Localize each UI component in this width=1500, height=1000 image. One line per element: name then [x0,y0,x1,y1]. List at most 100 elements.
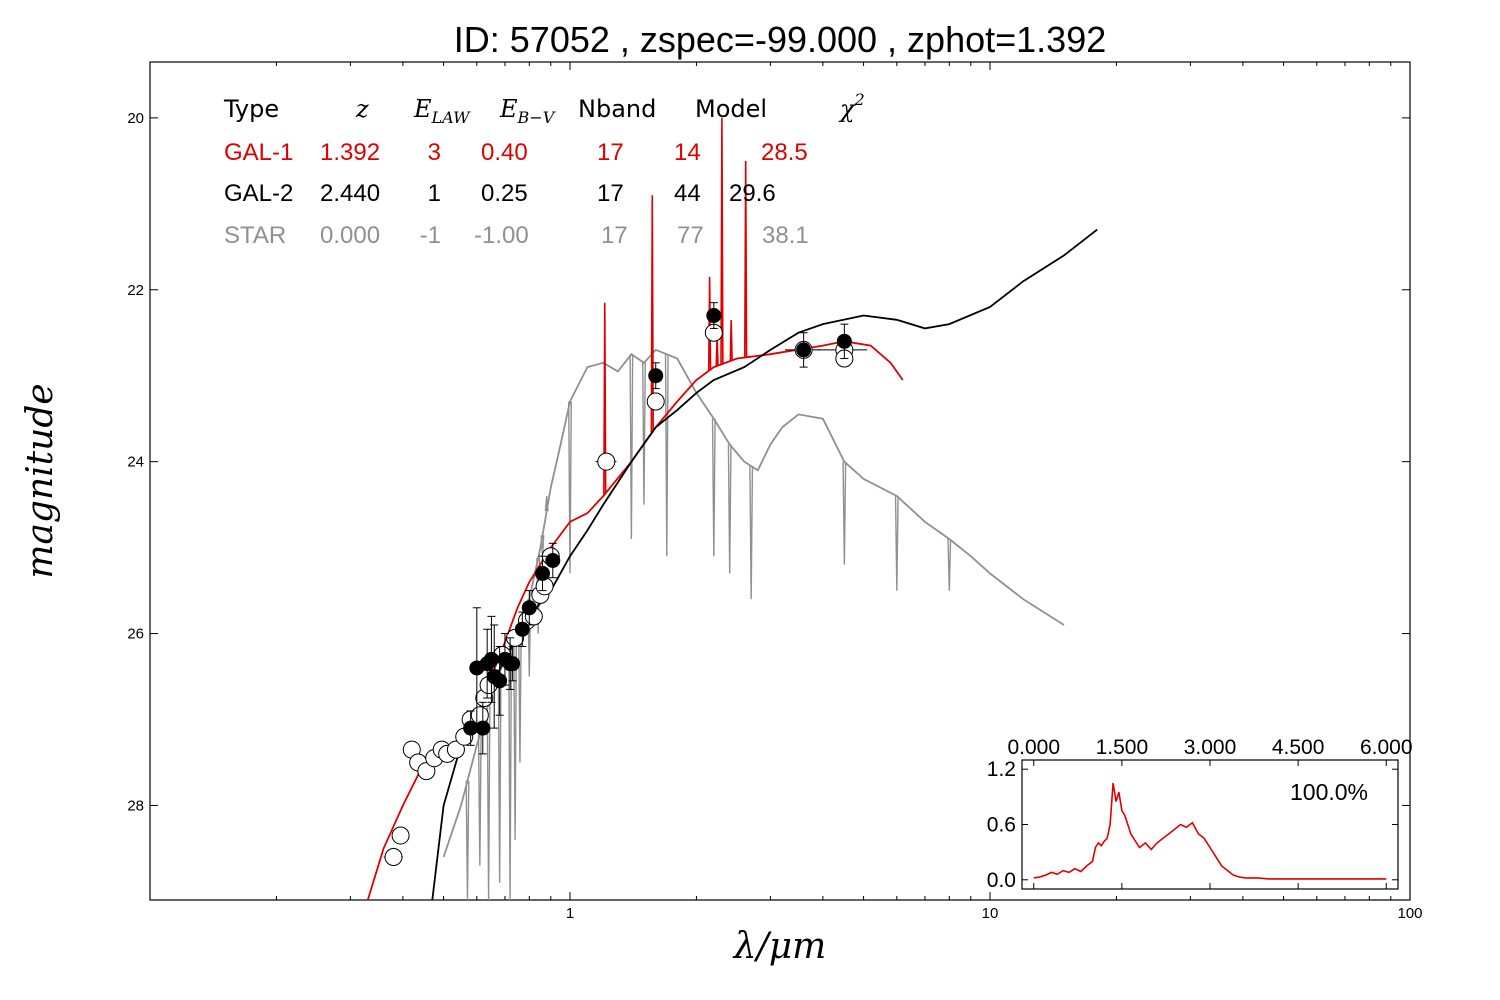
row-chi2: 28.5 [761,139,808,166]
absorption-spike [477,734,482,866]
absorption-spike [947,538,952,591]
x-axis-label: λ/μm [732,926,826,967]
inset-x-tick-label: 3.000 [1184,736,1237,759]
x-tick-label: 100 [1397,905,1422,922]
row-nband: 17 [597,180,624,207]
header-type: Type [223,95,279,123]
x-tick-label: 10 [982,905,999,922]
table-row: STAR 0.000 -1 -1.00 17 77 38.1 [224,222,809,249]
header-elaw: ELAW [413,95,471,127]
observed-flux-point [505,656,521,672]
header-chi2: χ2 [838,90,865,123]
inset-annotation: 100.0% [1290,779,1368,805]
x-tick-label: 1 [566,905,574,922]
absorption-spike [517,626,522,763]
header-ebv: EB−V [499,95,556,127]
row-model: 77 [677,222,704,249]
absorption-spike [497,672,502,883]
absorption-spike [727,444,732,574]
inset-x-tick-label: 4.500 [1272,736,1325,759]
absorption-spike [508,648,513,900]
emission-line-spike [603,302,607,495]
row-chi2: 38.1 [762,222,809,249]
model-flux-point [446,740,465,759]
main-plot-area [366,117,1098,900]
model-flux-point [470,706,489,725]
observed-flux-point [796,342,812,358]
absorption-spike [711,418,716,557]
absorption-spike [641,362,646,505]
emission-line-spike [729,319,733,361]
row-type: GAL-1 [224,139,293,166]
row-model: 14 [674,139,701,166]
series-line-star [442,348,1065,858]
observed-flux-point [475,720,491,736]
header-z: z [355,95,369,123]
y-tick-label: 28 [127,797,144,814]
row-z: 2.440 [320,180,380,207]
model-flux-point [384,848,403,867]
y-axis-label: magnitude [20,383,61,578]
observed-flux-point [706,308,722,324]
absorption-spike [629,354,634,540]
observed-flux-point [836,333,852,349]
row-chi2: 29.6 [729,180,776,207]
row-ebv: -1.00 [474,222,529,249]
photometry-layer [383,302,868,867]
chart-title: ID: 57052 , zspec=-99.000 , zphot=1.392 [454,19,1106,60]
y-tick-label: 24 [127,454,144,471]
inset-y-tick-label: 0.0 [987,869,1016,892]
row-nband: 17 [597,139,624,166]
emission-line-spike [743,160,748,358]
table-row: GAL-1 1.392 3 0.40 17 14 28.5 [224,139,808,166]
observed-flux-point [514,621,530,637]
observed-flux-point [483,651,499,667]
inset-y-tick-label: 1.2 [987,758,1016,781]
absorption-spike [842,461,847,565]
observed-flux-point [648,368,664,384]
inset-x-tick-label: 1.500 [1096,736,1149,759]
observed-flux-point [521,600,537,616]
redshift-pdf-inset: 0.000 1.500 3.000 4.500 6.000 0.0 0.6 1.2 100.0… [987,736,1413,892]
model-flux-point [597,452,616,471]
emission-line-spike [707,276,712,371]
fit-summary-table: Type z ELAW EB−V Nband Model χ2 GAL-1 1.… [223,90,865,249]
model-flux-point [646,392,665,411]
absorption-spike [568,401,572,574]
inset-axes: 0.000 1.500 3.000 4.500 6.000 0.0 0.6 1.2 [987,736,1413,892]
main-axes: 1 10 100 20 22 24 26 28 [127,62,1423,922]
absorption-spike [664,354,669,557]
inset-x-tick-label: 6.000 [1360,736,1413,759]
row-ebv: 0.40 [481,139,528,166]
row-type: GAL-2 [224,180,293,207]
observed-flux-point [492,673,508,689]
row-nband: 17 [601,222,628,249]
inset-series-layer [1033,782,1387,880]
row-z: 1.392 [320,139,380,166]
emission-line-spike [650,195,654,433]
emission-line-spike [715,337,719,366]
inset-x-tick-label: 0.000 [1007,736,1060,759]
absorption-spike [894,496,899,591]
row-law: 1 [428,180,441,207]
row-ebv: 0.25 [481,180,528,207]
row-law: 3 [428,139,441,166]
row-law: -1 [420,222,441,249]
row-model: 44 [674,180,701,207]
model-flux-point [391,826,410,845]
inset-y-tick-label: 0.6 [987,814,1016,837]
absorption-spike [465,780,470,900]
y-tick-label: 22 [127,282,144,299]
series-line-gal-1 [366,340,904,900]
absorption-spike [749,466,754,600]
absorption-spike [544,495,549,512]
row-type: STAR [224,222,286,249]
absorption-spike [513,638,518,840]
y-tick-label: 26 [127,626,144,643]
series-line-gal-2 [431,228,1098,900]
table-row: GAL-2 2.440 1 0.25 17 44 29.6 [224,180,776,207]
y-tick-label: 20 [127,110,144,127]
emission-line-spike [720,117,724,365]
absorption-spike [486,703,491,900]
